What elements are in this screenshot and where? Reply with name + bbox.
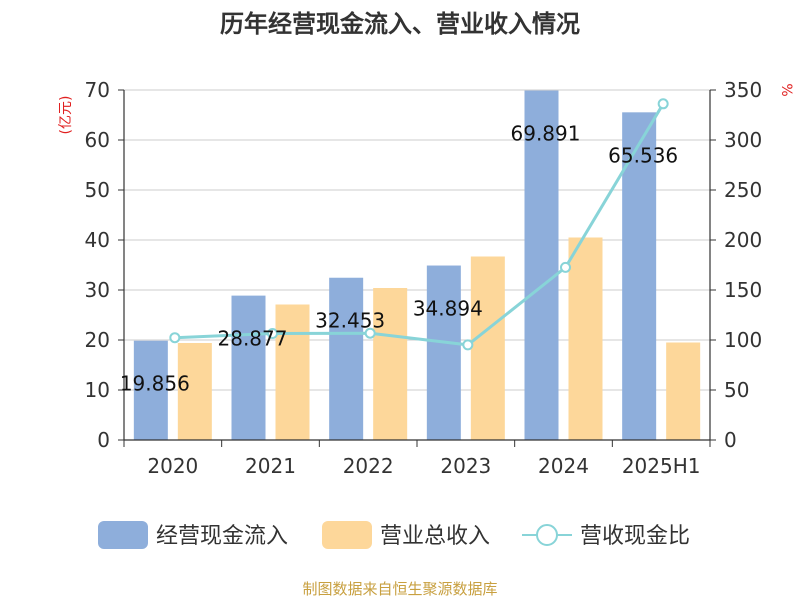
- x-tick-label: 2021: [245, 454, 296, 478]
- left-tick-label: 50: [85, 178, 110, 202]
- legend-label: 营收现金比: [580, 524, 690, 549]
- plot-area: 0 10 20 30 40 50 60 70 0 50 100 150 200 250 300 350 2020…: [85, 78, 763, 478]
- legend: 经营现金流入 营业总收入 营收现金比: [98, 521, 690, 549]
- cash-inflow-bar: [133, 340, 168, 440]
- right-tick-label: 350: [724, 78, 762, 102]
- left-tick-label: 10: [85, 378, 110, 402]
- cash-inflow-data-label: 19.856: [120, 372, 190, 396]
- x-tick-label: 2025H1: [622, 454, 701, 478]
- legend-label: 营业总收入: [380, 524, 490, 549]
- cash-inflow-data-label: 69.891: [511, 122, 581, 146]
- source-note: 制图数据来自恒生聚源数据库: [302, 580, 497, 598]
- legend-swatch: [98, 521, 148, 549]
- cash-inflow-bar: [231, 295, 266, 440]
- x-tick-label: 2024: [538, 454, 589, 478]
- right-tick-label: 250: [724, 178, 762, 202]
- left-tick-label: 20: [85, 328, 110, 352]
- revenue-bar: [177, 343, 212, 440]
- ratio-point: [560, 261, 571, 273]
- cash-inflow-data-label: 28.877: [218, 327, 288, 351]
- chart-title: 历年经营现金流入、营业收入情况: [220, 10, 580, 38]
- ratio-line: [174, 103, 665, 347]
- revenue-bar: [666, 342, 701, 440]
- revenue-bar: [373, 288, 408, 440]
- right-tick-label: 200: [724, 228, 762, 252]
- right-tick-label: 50: [724, 378, 749, 402]
- cash-inflow-bar: [622, 112, 657, 440]
- right-axis-unit: %: [778, 83, 794, 96]
- left-tick-label: 40: [85, 228, 110, 252]
- cash-inflow-bar: [426, 265, 461, 440]
- ratio-point: [169, 332, 181, 344]
- ratio-point: [462, 339, 474, 351]
- right-tick-label: 300: [724, 128, 762, 152]
- legend-marker: [536, 524, 558, 546]
- left-tick-label: 0: [97, 428, 110, 452]
- cash-inflow-bar: [329, 277, 364, 440]
- cash-inflow-data-label: 34.894: [413, 297, 483, 321]
- legend-label: 经营现金流入: [156, 524, 288, 549]
- ratio-point: [364, 327, 376, 339]
- x-tick-label: 2023: [440, 454, 491, 478]
- ratio-point: [267, 328, 278, 339]
- left-axis-unit: (亿元): [58, 96, 74, 135]
- ratio-point: [657, 98, 669, 110]
- revenue-bar: [275, 304, 310, 440]
- revenue-bar: [568, 237, 603, 440]
- right-tick-label: 150: [724, 278, 762, 302]
- cash-inflow-data-label: 65.536: [608, 143, 678, 167]
- x-tick-label: 2020: [147, 454, 198, 478]
- legend-swatch: [322, 521, 372, 549]
- right-tick-label: 100: [724, 328, 762, 352]
- x-tick-label: 2022: [343, 454, 394, 478]
- cash-inflow-data-label: 32.453: [315, 309, 385, 333]
- cash-inflow-bar: [524, 90, 559, 441]
- left-tick-label: 60: [85, 128, 110, 152]
- left-tick-label: 70: [85, 78, 110, 102]
- right-tick-label: 0: [724, 428, 737, 452]
- left-tick-label: 30: [85, 278, 110, 302]
- revenue-bar: [470, 256, 505, 440]
